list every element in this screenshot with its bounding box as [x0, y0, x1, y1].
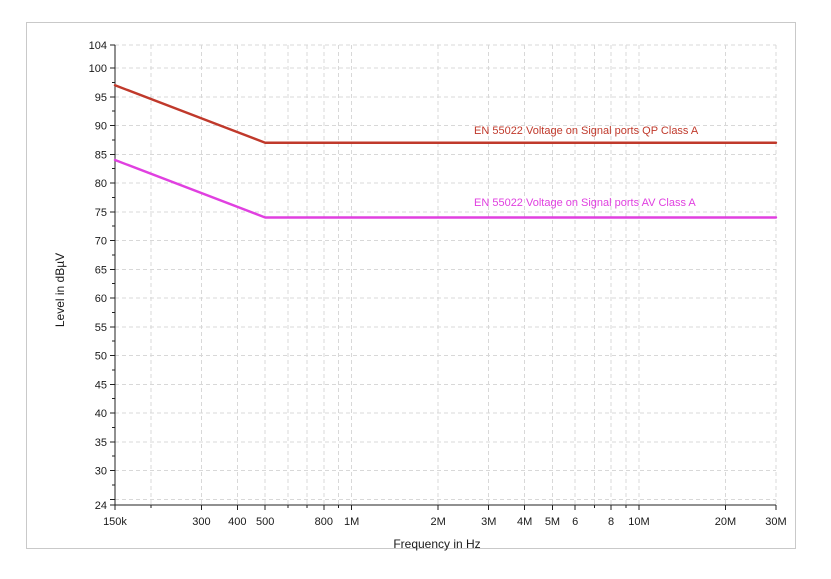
x-tick-label: 500 — [256, 516, 274, 528]
grid-layer — [114, 44, 777, 505]
x-tick-label: 6 — [572, 516, 578, 528]
x-tick-label: 20M — [715, 516, 736, 528]
y-tick-label: 55 — [95, 322, 107, 334]
x-tick-label: 4M — [517, 516, 532, 528]
y-tick-label: 30 — [95, 466, 107, 478]
x-tick-label: 1M — [344, 516, 359, 528]
y-tick-label: 75 — [95, 207, 107, 219]
y-tick-label: 70 — [95, 236, 107, 248]
y-tick-label: 100 — [89, 63, 107, 75]
y-tick-label: 60 — [95, 293, 107, 305]
x-tick-label: 8 — [608, 516, 614, 528]
y-tick-label: 50 — [95, 351, 107, 363]
x-tick-label: 5M — [545, 516, 560, 528]
y-tick-label: 24 — [95, 500, 107, 512]
y-axis-title: Level in dBµV — [53, 253, 67, 327]
chart-panel — [26, 22, 796, 549]
axis-layer — [110, 44, 777, 510]
x-tick-label: 150k — [103, 516, 127, 528]
ytick-label-layer: 24 30 35 40 45 50 55 60 65 70 75 80 85 90 95 100 104 — [89, 40, 107, 512]
x-tick-label: 800 — [315, 516, 333, 528]
x-tick-label: 2M — [431, 516, 446, 528]
series-line-qp — [113, 84, 778, 144]
x-tick-label: 3M — [481, 516, 496, 528]
y-tick-label: 35 — [95, 437, 107, 449]
series-label-av: EN 55022 Voltage on Signal ports AV Clas… — [474, 197, 696, 209]
y-tick-label: 40 — [95, 408, 107, 420]
series-label-qp: EN 55022 Voltage on Signal ports QP Clas… — [474, 125, 699, 137]
x-tick-label: 400 — [228, 516, 246, 528]
y-tick-label: 90 — [95, 121, 107, 133]
y-tick-label: 45 — [95, 379, 107, 391]
xtick-label-layer: 150k 300 400 500 800 1M 2M 3M 4M 5M 6 8 10M 20M 30M — [103, 516, 787, 528]
y-tick-label: 65 — [95, 264, 107, 276]
x-tick-label: 10M — [628, 516, 649, 528]
x-tick-label: 300 — [192, 516, 210, 528]
y-tick-label: 85 — [95, 149, 107, 161]
series-line-av — [113, 158, 778, 219]
x-tick-label: 30M — [765, 516, 786, 528]
series-layer — [113, 84, 778, 219]
y-tick-label: 104 — [89, 40, 107, 52]
y-tick-label: 95 — [95, 92, 107, 104]
x-axis-title: Frequency in Hz — [393, 537, 480, 551]
y-tick-label: 80 — [95, 178, 107, 190]
series-label-layer: EN 55022 Voltage on Signal ports QP Clas… — [474, 125, 699, 209]
